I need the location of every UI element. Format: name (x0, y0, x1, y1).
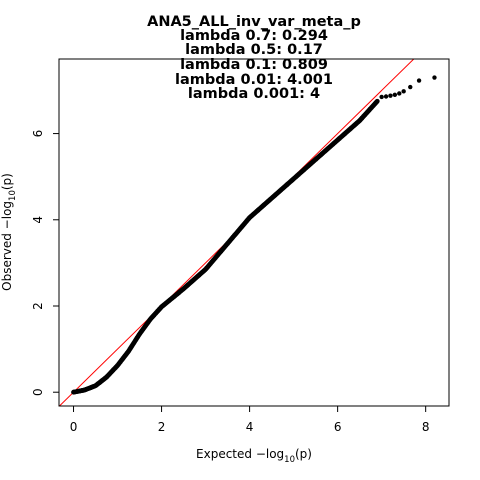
x-tick-label: 0 (70, 420, 78, 434)
y-tick-label: 2 (31, 302, 45, 310)
chart-subtitle-line: lambda 0.5: 0.17 (185, 42, 323, 58)
tail-point (379, 94, 384, 100)
y-tick-label: 0 (31, 388, 45, 396)
y-axis-label: Observed −log10(p) (0, 173, 18, 291)
tail-point (392, 92, 398, 97)
x-tick-label: 4 (246, 420, 254, 434)
tail-point (408, 84, 413, 90)
chart-subtitle-line: lambda 0.01: 4.001 (175, 72, 333, 88)
chart-title: ANA5_ALL_inv_var_meta_p (147, 14, 361, 30)
x-axis: 0 2 4 6 8 (70, 406, 430, 434)
tail-point (388, 93, 393, 98)
x-axis-label: Expected −log10(p) (196, 447, 312, 465)
tail-point (401, 89, 406, 94)
tail-point (397, 91, 402, 96)
points-layer (71, 75, 437, 395)
y-axis: 0 2 4 6 (31, 130, 59, 396)
data-point (374, 98, 380, 104)
x-tick-label: 8 (422, 420, 430, 434)
tail-point (383, 94, 389, 99)
tail-point (416, 78, 422, 83)
plot-frame (58, 58, 450, 407)
y-tick-label: 6 (31, 130, 45, 138)
chart-subtitle-line: lambda 0.7: 0.294 (180, 28, 328, 44)
chart-subtitle-line: lambda 0.001: 4 (188, 86, 320, 102)
tail-point (432, 75, 437, 80)
y-tick-label: 4 (31, 216, 45, 224)
chart-subtitle-line: lambda 0.1: 0.809 (180, 57, 328, 73)
x-tick-label: 6 (334, 420, 342, 434)
x-tick-label: 2 (158, 420, 166, 434)
